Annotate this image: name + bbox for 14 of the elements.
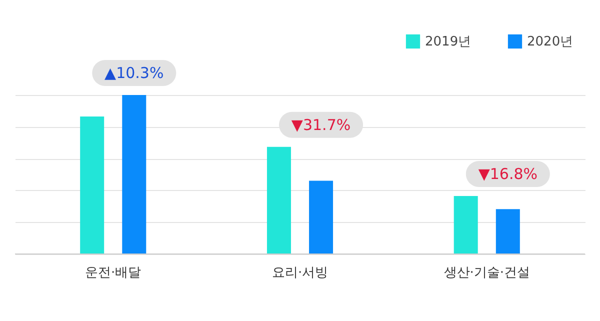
bar <box>454 196 478 254</box>
bar <box>122 95 146 254</box>
bar <box>309 180 334 254</box>
x-tick-label: 생산·기술·건설 <box>444 266 530 280</box>
x-tick-label: 요리·서빙 <box>272 266 328 280</box>
annotation: ▼31.7% <box>291 116 351 134</box>
legend-label: 2020년 <box>527 34 574 50</box>
bar <box>496 209 520 254</box>
bar <box>266 146 291 254</box>
text: ▲10.3% <box>104 64 164 82</box>
annotation: ▼16.8% <box>478 164 538 183</box>
x-tick-label: 운전·배달 <box>85 266 142 280</box>
legend-label: 2019년 <box>425 34 472 50</box>
bar <box>80 116 104 254</box>
